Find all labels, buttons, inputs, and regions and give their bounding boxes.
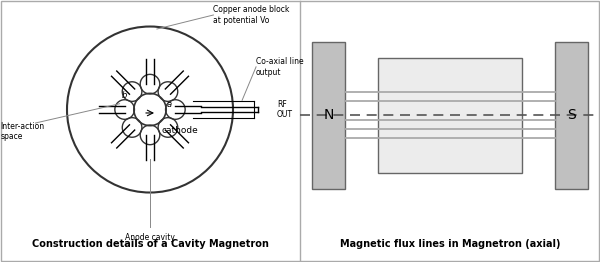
Text: S: S [567,108,576,122]
Text: Anode cavity: Anode cavity [125,233,175,242]
Bar [378,58,522,173]
Text: Co-axial line
output: Co-axial line output [256,57,304,77]
Text: Copper anode block
at potential Vo: Copper anode block at potential Vo [214,5,290,25]
Text: a: a [167,100,172,110]
Text: b: b [122,91,127,100]
Text: cathode: cathode [161,126,198,135]
Bar [555,41,588,189]
Text: Construction details of a Cavity Magnetron: Construction details of a Cavity Magnetr… [32,239,268,249]
Text: N: N [323,108,334,122]
Text: Inter-action
space: Inter-action space [0,122,44,141]
Text: RF
OUT: RF OUT [277,100,293,119]
Bar [312,41,345,189]
Text: Magnetic flux lines in Magnetron (axial): Magnetic flux lines in Magnetron (axial) [340,239,560,249]
